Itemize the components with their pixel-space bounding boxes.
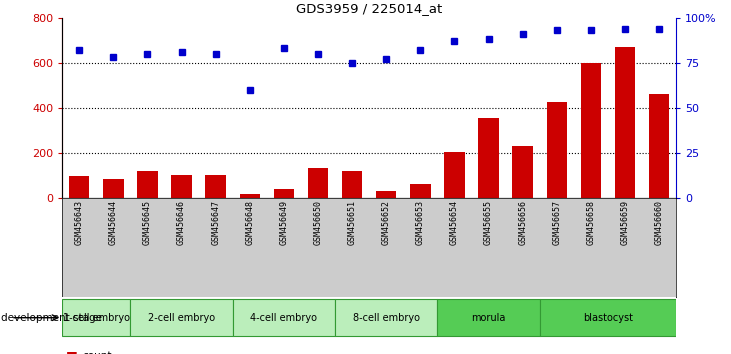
Text: 1-cell embryo: 1-cell embryo	[63, 313, 129, 323]
Text: count: count	[83, 351, 112, 354]
Text: GSM456650: GSM456650	[314, 200, 322, 245]
Text: GSM456647: GSM456647	[211, 200, 220, 245]
Bar	[273, 189, 294, 198]
Bar	[580, 63, 601, 198]
Bar	[437, 299, 539, 336]
Text: GSM456643: GSM456643	[75, 200, 83, 245]
Bar	[69, 176, 89, 198]
Bar	[103, 179, 124, 198]
Text: GSM456653: GSM456653	[416, 200, 425, 245]
Title: GDS3959 / 225014_at: GDS3959 / 225014_at	[296, 2, 442, 15]
Bar	[232, 299, 335, 336]
Bar	[171, 175, 192, 198]
Text: 4-cell embryo: 4-cell embryo	[251, 313, 317, 323]
Text: GSM456645: GSM456645	[143, 200, 152, 245]
Text: ■: ■	[66, 349, 77, 354]
Text: blastocyst: blastocyst	[583, 313, 633, 323]
Text: GSM456656: GSM456656	[518, 200, 527, 245]
Bar	[444, 152, 465, 198]
Bar	[205, 175, 226, 198]
Bar	[240, 194, 260, 198]
Text: GSM456652: GSM456652	[382, 200, 390, 245]
Text: GSM456659: GSM456659	[621, 200, 629, 245]
Bar	[478, 118, 499, 198]
Text: GSM456649: GSM456649	[279, 200, 288, 245]
Text: development stage: development stage	[1, 313, 102, 323]
Bar	[342, 171, 363, 198]
Bar	[335, 299, 437, 336]
Bar	[539, 299, 676, 336]
Text: GSM456658: GSM456658	[586, 200, 595, 245]
Text: 2-cell embryo: 2-cell embryo	[148, 313, 215, 323]
Bar	[410, 184, 431, 198]
Bar	[376, 192, 396, 198]
Bar	[62, 299, 130, 336]
Text: GSM456657: GSM456657	[553, 200, 561, 245]
Bar	[547, 102, 567, 198]
Text: morula: morula	[471, 313, 506, 323]
Bar	[308, 168, 328, 198]
Text: GSM456660: GSM456660	[655, 200, 664, 245]
Bar	[130, 299, 232, 336]
Text: 8-cell embryo: 8-cell embryo	[353, 313, 420, 323]
Bar	[512, 146, 533, 198]
Bar	[615, 47, 635, 198]
Text: GSM456655: GSM456655	[484, 200, 493, 245]
Text: GSM456648: GSM456648	[246, 200, 254, 245]
Bar	[137, 171, 158, 198]
Text: GSM456654: GSM456654	[450, 200, 459, 245]
Text: GSM456651: GSM456651	[348, 200, 357, 245]
Bar	[649, 95, 670, 198]
Text: GSM456646: GSM456646	[177, 200, 186, 245]
Text: GSM456644: GSM456644	[109, 200, 118, 245]
